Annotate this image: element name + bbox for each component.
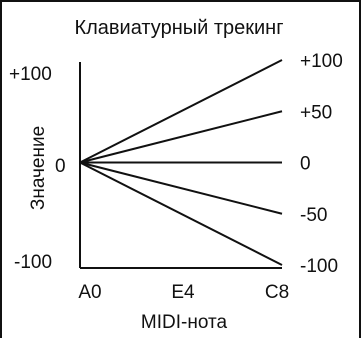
series-end-label-3: -50 xyxy=(300,205,327,226)
series-end-label-4: -100 xyxy=(300,256,338,277)
x-tick-label-c8: C8 xyxy=(265,282,289,303)
x-axis-title: MIDI-нота xyxy=(141,312,228,333)
y-tick-label-top: +100 xyxy=(9,64,52,85)
y-tick-label-bottom: -100 xyxy=(14,252,52,273)
x-tick-label-e4: E4 xyxy=(171,282,195,303)
chart-title: Клавиатурный трекинг xyxy=(74,17,283,39)
series-line-4 xyxy=(79,161,283,266)
series-end-label-0: +100 xyxy=(300,51,343,72)
series-line-0 xyxy=(79,59,283,164)
y-axis-title: Значение xyxy=(28,126,49,210)
y-tick-label-middle: 0 xyxy=(55,156,66,177)
series-line-1 xyxy=(79,110,283,164)
series-end-label-2: 0 xyxy=(300,154,311,175)
x-tick-label-a0: A0 xyxy=(78,282,101,303)
series-end-label-1: +50 xyxy=(300,102,332,123)
series-line-3 xyxy=(79,161,283,215)
series-layer: +100 +50 0 -50 -100 xyxy=(79,51,343,277)
